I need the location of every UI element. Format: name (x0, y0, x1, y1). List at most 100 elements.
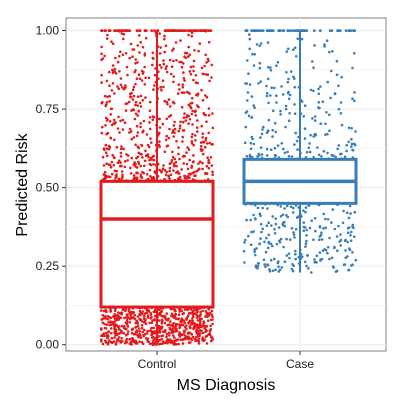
data-point (296, 148, 299, 151)
data-point (335, 59, 339, 63)
box-iqr (99, 179, 215, 309)
data-point (201, 338, 204, 342)
data-point (318, 251, 322, 254)
data-point (196, 130, 199, 133)
data-point (190, 96, 194, 100)
data-point (168, 58, 172, 62)
data-point (326, 251, 329, 255)
data-point (159, 342, 163, 346)
data-point (115, 339, 119, 342)
data-point (243, 241, 246, 244)
data-point (181, 338, 185, 342)
data-point (136, 95, 140, 98)
data-point (113, 67, 117, 71)
data-point (188, 319, 192, 323)
data-point (120, 313, 123, 316)
data-point (166, 338, 169, 341)
data-point (183, 330, 186, 334)
data-point (128, 100, 131, 104)
data-point (125, 65, 129, 69)
data-point (252, 64, 256, 67)
data-point (199, 332, 202, 335)
data-point (305, 234, 308, 237)
data-point (328, 257, 331, 261)
data-point (312, 238, 315, 241)
data-point (104, 327, 108, 330)
data-point (209, 318, 213, 322)
data-point (211, 112, 214, 115)
data-point (277, 265, 280, 269)
data-point (266, 77, 270, 81)
data-point (192, 78, 195, 82)
data-point (337, 144, 341, 147)
data-point (165, 117, 169, 121)
data-point (193, 170, 196, 174)
data-point (153, 318, 156, 321)
data-point (174, 309, 177, 313)
data-point (190, 29, 194, 32)
data-point (174, 322, 178, 326)
data-point (167, 136, 171, 140)
data-point (341, 221, 345, 225)
data-point (173, 330, 177, 333)
data-point (168, 334, 171, 337)
data-point (139, 94, 143, 98)
data-point (204, 335, 208, 338)
data-point (187, 331, 190, 334)
data-point (146, 316, 150, 319)
data-point (336, 249, 339, 252)
data-point (211, 170, 214, 174)
data-point (197, 315, 200, 318)
data-point (345, 211, 349, 214)
data-point (111, 82, 115, 85)
data-point (275, 64, 278, 67)
data-point (159, 313, 162, 317)
data-point (317, 87, 320, 91)
data-point (165, 134, 168, 138)
data-point (207, 161, 210, 164)
data-point (350, 145, 353, 148)
data-point (158, 52, 162, 55)
data-point (135, 77, 139, 80)
data-point (296, 29, 300, 32)
data-point (256, 206, 260, 210)
data-point (141, 99, 145, 102)
data-point (110, 336, 114, 340)
data-point (328, 29, 332, 32)
data-point (113, 92, 116, 95)
data-point (185, 151, 188, 154)
data-point (207, 313, 211, 316)
data-point (158, 168, 161, 172)
data-point (207, 114, 211, 117)
data-point (265, 84, 268, 88)
data-point (292, 206, 295, 210)
data-point (103, 148, 106, 152)
data-point (194, 114, 197, 117)
data-point (258, 44, 262, 48)
data-point (105, 37, 109, 40)
data-point (180, 91, 184, 94)
data-point (181, 129, 185, 132)
data-point (278, 29, 281, 32)
data-point (326, 132, 329, 136)
data-point (318, 226, 322, 229)
data-point (265, 94, 269, 98)
data-point (113, 122, 116, 126)
data-point (280, 85, 283, 88)
data-point (157, 324, 161, 328)
data-point (248, 47, 251, 51)
data-point (286, 150, 289, 154)
data-point (211, 315, 214, 319)
data-point (187, 341, 191, 344)
data-point (273, 86, 276, 90)
data-point (345, 143, 349, 147)
data-point (271, 215, 275, 218)
data-point (105, 310, 108, 314)
data-point (143, 83, 147, 86)
data-point (194, 325, 197, 328)
data-point (267, 240, 271, 244)
data-point (196, 319, 200, 322)
data-point (134, 326, 138, 329)
data-point (192, 69, 195, 73)
data-point (296, 37, 300, 40)
